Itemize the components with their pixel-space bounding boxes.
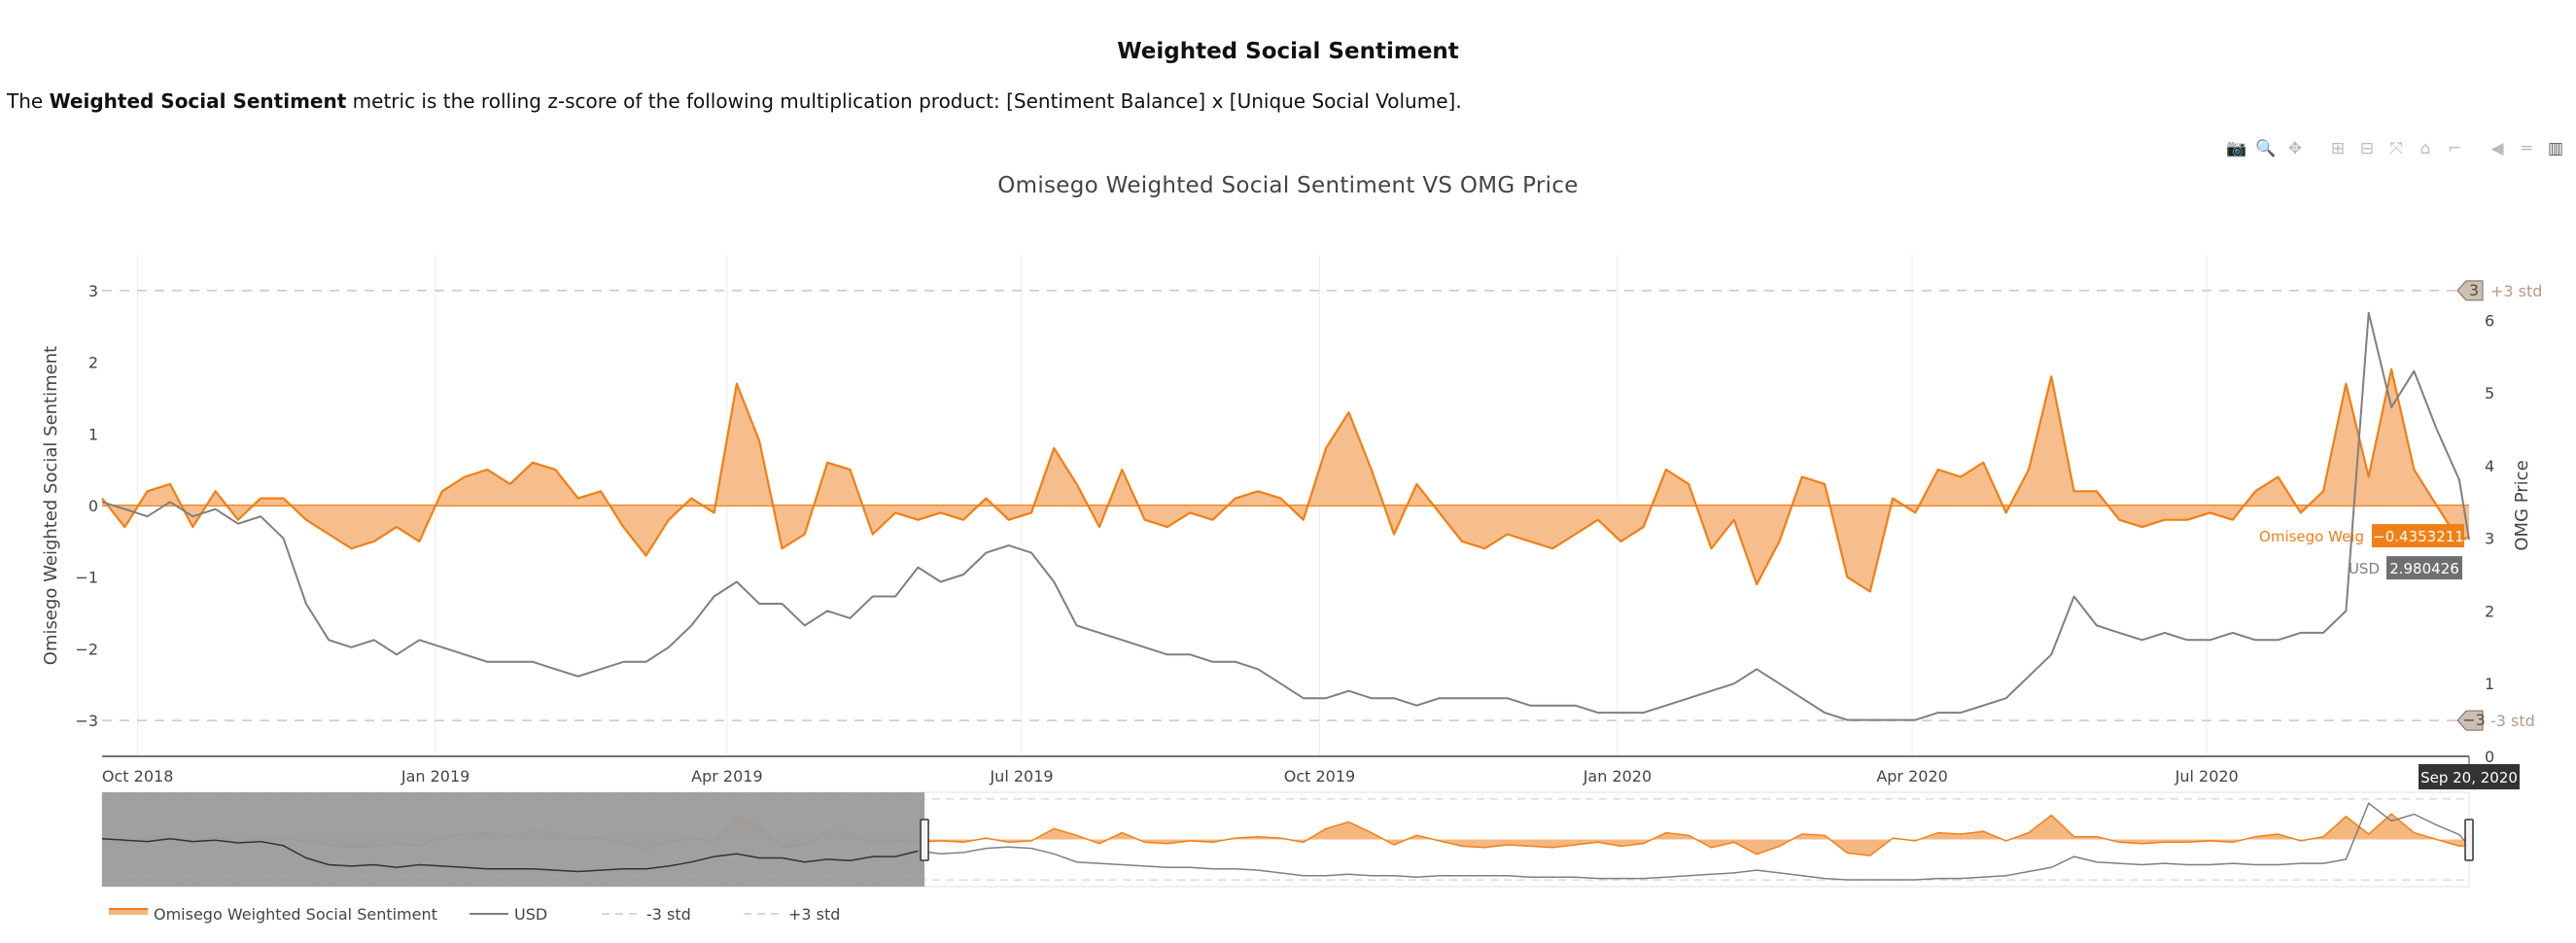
chart-title: Omisego Weighted Social Sentiment VS OMG… <box>997 173 1579 198</box>
desc-prefix: The <box>7 89 50 113</box>
page-title: Weighted Social Sentiment <box>1117 39 1459 64</box>
legend-item[interactable]: Omisego Weighted Social Sentiment <box>154 905 437 924</box>
y-left-tick-label: −2 <box>75 640 98 658</box>
zoom-icon[interactable]: 🔍 <box>2255 139 2277 158</box>
x-tick-label: Oct 2018 <box>102 767 173 786</box>
x-tick-label: Apr 2019 <box>691 767 762 786</box>
x-tick-label: Jan 2019 <box>400 767 470 786</box>
metric-description: The Weighted Social Sentiment metric is … <box>7 89 1462 113</box>
y-left-tick-label: 2 <box>88 354 98 372</box>
hover-compare-icon[interactable]: ═ <box>2521 139 2532 158</box>
camera-icon[interactable]: 📷 <box>2226 139 2247 158</box>
spike-lines-icon[interactable]: ⌐ <box>2447 139 2462 158</box>
range-sentiment-area <box>102 814 2469 856</box>
hover-usd-name: USD <box>2349 560 2380 577</box>
x-tick-label: Apr 2020 <box>1876 767 1947 786</box>
y-left-tick-label: −1 <box>75 569 98 587</box>
hover-sentiment-value: −0.4353211 <box>2373 528 2464 545</box>
hover-sentiment-box <box>2372 524 2464 548</box>
legend-swatch-sentiment <box>109 909 148 915</box>
range-slider-mask <box>102 792 925 887</box>
y-left-axis-title: Omisego Weighted Social Sentiment <box>41 346 61 665</box>
y-left-tick-label: −3 <box>75 712 98 730</box>
std-line-label: +3 std <box>2490 282 2542 300</box>
range-handle-left[interactable] <box>920 819 929 861</box>
std-marker-label: −3 <box>2462 711 2486 729</box>
std-marker <box>2456 710 2484 731</box>
legend-item[interactable]: -3 std <box>646 905 691 924</box>
y-left-tick-label: 1 <box>88 425 98 443</box>
std-line-label: -3 std <box>2490 712 2535 730</box>
zoom-out-icon[interactable]: ⊟ <box>2359 139 2375 158</box>
hover-usd-value: 2.980426 <box>2389 560 2459 577</box>
pan-icon[interactable]: ✥ <box>2287 139 2303 158</box>
hover-date-label: Sep 20, 2020 <box>2420 769 2518 786</box>
range-usd-line-masked <box>101 838 919 873</box>
y-right-tick-label: 2 <box>2485 602 2494 620</box>
zoom-in-icon[interactable]: ⊞ <box>2330 139 2346 158</box>
y-right-tick-label: 5 <box>2485 384 2494 402</box>
y-right-tick-label: 1 <box>2485 675 2494 693</box>
autoscale-icon[interactable]: ⤧ <box>2389 139 2403 158</box>
sentiment-series-line <box>101 367 2470 593</box>
std-marker-label: 3 <box>2469 281 2479 299</box>
y-right-tick-label: 3 <box>2485 530 2494 548</box>
usd-series-line <box>101 311 2470 721</box>
range-handle-right[interactable] <box>2464 819 2474 861</box>
x-tick-label: Jul 2020 <box>2175 767 2239 786</box>
std-marker <box>2456 280 2484 301</box>
y-right-tick-label: 0 <box>2485 748 2494 766</box>
chart-modebar: 📷 🔍 ✥ ⊞ ⊟ ⤧ ⌂ ⌐ ◀ ═ ▥ <box>2220 136 2568 161</box>
y-right-axis-title: OMG Price <box>2512 460 2532 550</box>
legend-item[interactable]: USD <box>514 905 547 924</box>
hover-sentiment-name: Omisego Weig <box>2259 528 2364 545</box>
reset-axes-icon[interactable]: ⌂ <box>2419 139 2431 158</box>
x-tick-label: Jul 2019 <box>989 767 1053 786</box>
hover-usd-box <box>2386 556 2462 580</box>
desc-rest: metric is the rolling z-score of the fol… <box>346 89 1462 113</box>
hover-closest-icon[interactable]: ◀ <box>2490 139 2504 158</box>
hover-date-box <box>2419 764 2520 789</box>
y-right-tick-label: 4 <box>2485 457 2494 475</box>
x-tick-label: Oct 2019 <box>1284 767 1355 786</box>
y-left-tick-label: 0 <box>88 497 98 515</box>
y-right-tick-label: 6 <box>2485 311 2494 330</box>
x-tick-label: Jan 2020 <box>1583 767 1652 786</box>
plotly-logo-icon[interactable]: ▥ <box>2547 139 2564 158</box>
sentiment-area <box>102 368 2469 592</box>
desc-metric-name: Weighted Social Sentiment <box>49 89 347 113</box>
legend-item[interactable]: +3 std <box>788 905 840 924</box>
y-left-tick-label: 3 <box>88 282 98 300</box>
